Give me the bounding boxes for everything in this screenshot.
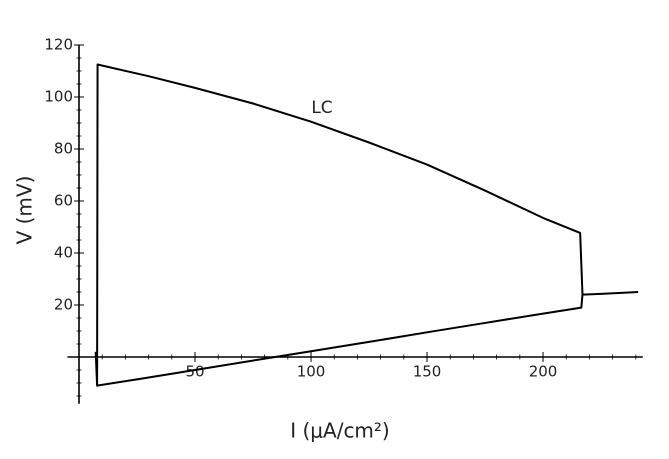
x-tick-label: 150	[413, 363, 442, 381]
curve	[582, 291, 639, 296]
y-tick-label: 40	[54, 244, 73, 262]
x-tick-label: 100	[297, 363, 326, 381]
y-axis-label: V (mV)	[13, 176, 37, 245]
x-axis-label: I (μA/cm²)	[290, 419, 390, 443]
y-tick-label: 20	[54, 296, 73, 314]
x-tick-label: 50	[185, 363, 204, 381]
y-tick-label: 100	[44, 88, 73, 106]
y-tick-label: 120	[44, 36, 73, 54]
y-tick-label: 60	[54, 192, 73, 210]
y-tick-label: 80	[54, 140, 73, 158]
x-tick-label: 200	[529, 363, 558, 381]
curve	[94, 63, 584, 387]
annotation: LC	[311, 98, 332, 118]
